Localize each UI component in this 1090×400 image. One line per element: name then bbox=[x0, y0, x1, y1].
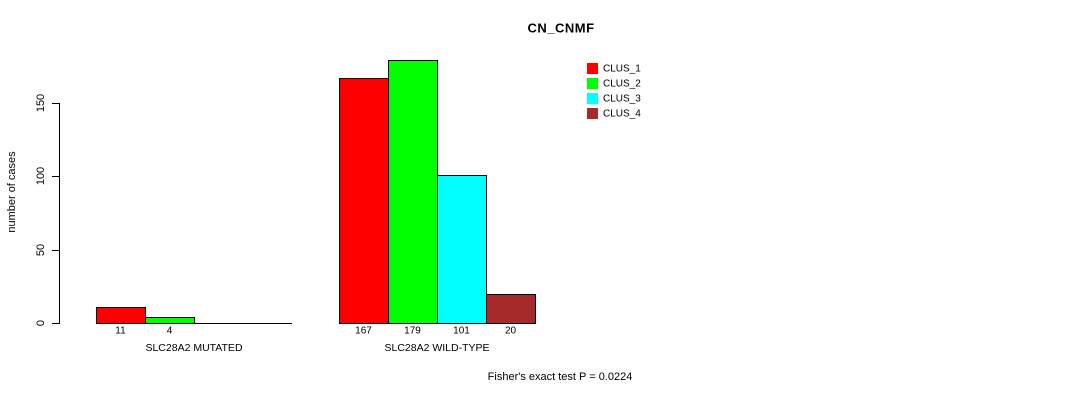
y-tick-label: 100 bbox=[35, 166, 47, 186]
bar-value-label: 11 bbox=[115, 325, 126, 337]
legend-label-clus_3: CLUS_3 bbox=[603, 93, 641, 104]
bar-value-label: 20 bbox=[504, 325, 517, 337]
bar-slc28a2-mutated-clus_2 bbox=[145, 317, 195, 324]
bar-slc28a2-wild-type-clus_3 bbox=[437, 175, 487, 324]
legend-label-clus_2: CLUS_2 bbox=[603, 78, 641, 89]
legend-swatch-clus_1 bbox=[587, 63, 598, 74]
y-axis-label: number of cases bbox=[6, 151, 18, 233]
y-tick-label: 150 bbox=[35, 93, 47, 113]
y-axis-tick bbox=[52, 176, 59, 177]
chart-title: CN_CNMF bbox=[527, 20, 595, 36]
bar-value-label: 167 bbox=[355, 325, 372, 337]
group-label-slc28a2-wild-type: SLC28A2 WILD-TYPE bbox=[384, 342, 490, 354]
legend-label-clus_4: CLUS_4 bbox=[603, 108, 641, 119]
bar-slc28a2-wild-type-clus_2 bbox=[388, 60, 438, 324]
legend-swatch-clus_4 bbox=[587, 108, 598, 119]
bar-value-label: 101 bbox=[453, 325, 470, 337]
fisher-test-annotation: Fisher's exact test P = 0.0224 bbox=[487, 371, 633, 383]
legend-label-clus_1: CLUS_1 bbox=[603, 63, 641, 74]
bar-slc28a2-mutated-clus_1 bbox=[96, 307, 146, 324]
bar-value-label: 179 bbox=[404, 325, 421, 337]
y-tick-label: 0 bbox=[35, 319, 47, 327]
y-axis-line bbox=[59, 103, 60, 324]
y-axis-tick bbox=[52, 250, 59, 251]
y-tick-label: 50 bbox=[35, 243, 47, 257]
legend-swatch-clus_3 bbox=[587, 93, 598, 104]
y-axis-tick bbox=[52, 323, 59, 324]
bar-slc28a2-wild-type-clus_4 bbox=[486, 294, 536, 324]
y-axis-tick bbox=[52, 103, 59, 104]
group-label-slc28a2-mutated: SLC28A2 MUTATED bbox=[145, 342, 243, 354]
bar-slc28a2-wild-type-clus_1 bbox=[339, 78, 389, 324]
bar-value-label: 4 bbox=[166, 325, 173, 337]
legend-swatch-clus_2 bbox=[587, 78, 598, 89]
